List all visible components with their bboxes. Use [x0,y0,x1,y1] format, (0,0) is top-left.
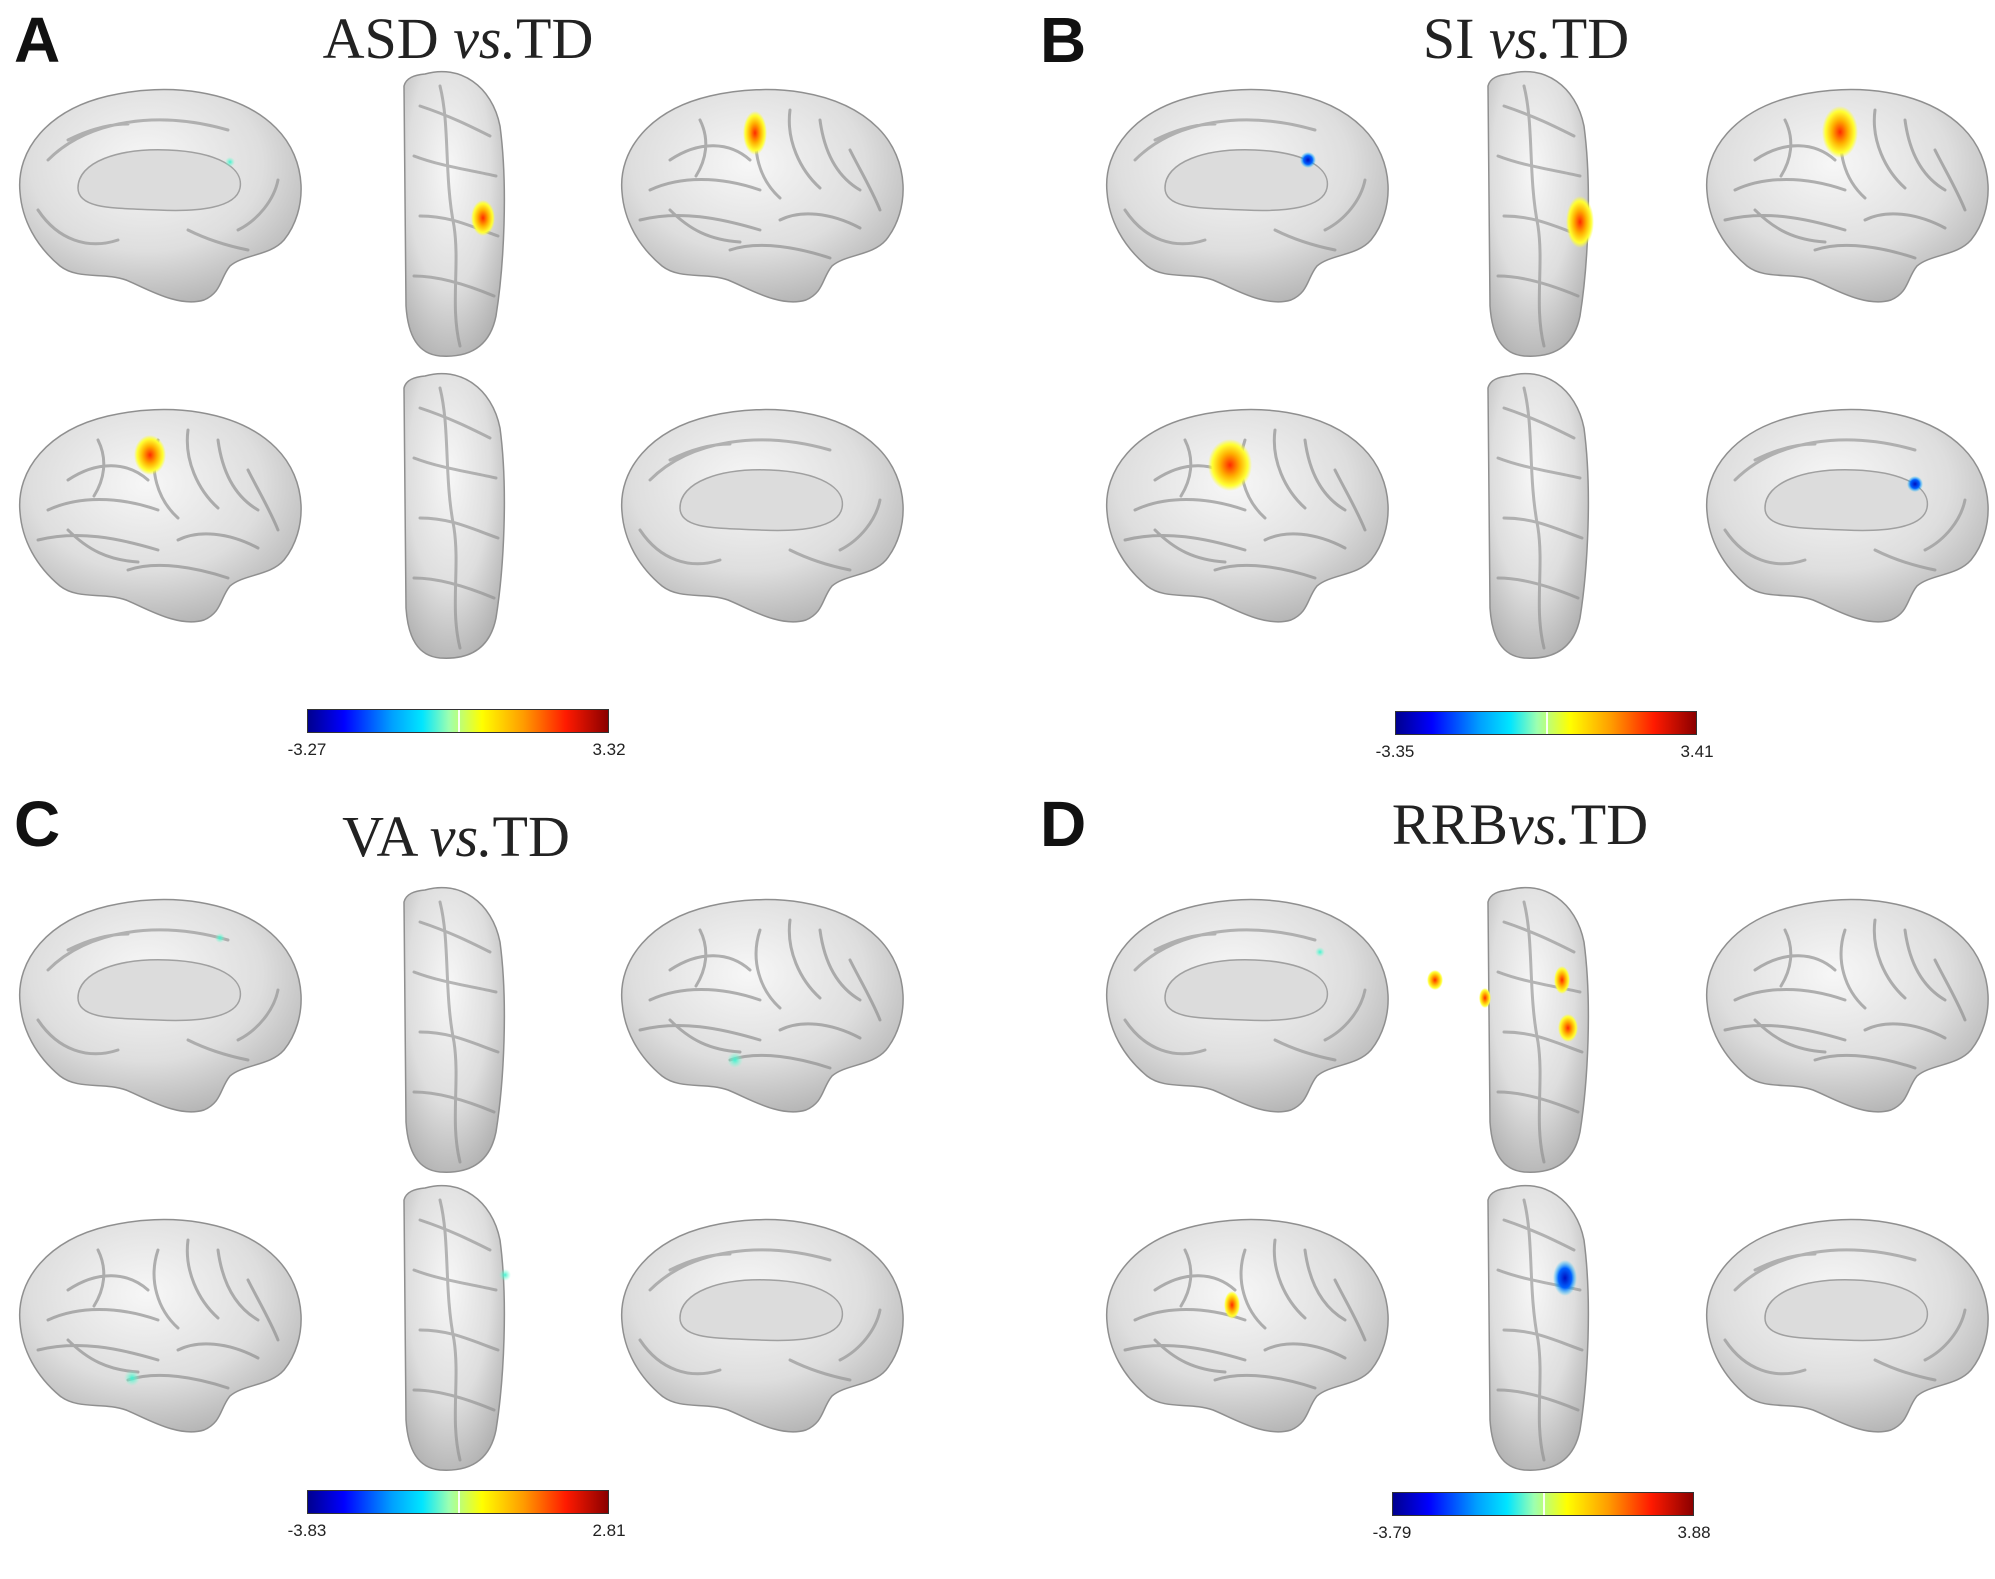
panel-a: A ASD vs.TD -3.27 3.32 [0,0,997,789]
brain-views [18,70,905,660]
colorbar-min: -3.35 [1375,742,1415,761]
colorbar-min: -3.83 [287,1521,327,1540]
panel-title: RRBvs.TD [1391,792,1649,857]
colorbar-max: 3.88 [1677,1523,1711,1542]
colorbar [307,709,609,733]
colorbar-max: 3.32 [592,740,626,759]
brain-views [18,886,905,1472]
panel-b: B SI vs.TD -3.35 3.41 [1000,0,1995,789]
colorbar [1395,711,1697,735]
panel-title: SI vs.TD [1422,6,1630,71]
panel-letter: B [1040,4,1087,76]
colorbar-min: -3.79 [1372,1523,1412,1542]
panel-d: D RRBvs.TD -3.79 3.88 [1000,790,1995,1579]
brain-views [1105,886,1990,1472]
panel-letter: D [1040,788,1087,860]
colorbar-max: 3.41 [1680,742,1714,761]
panel-title: VA vs.TD [342,804,570,869]
colorbar-min: -3.27 [287,740,327,759]
colorbar [307,1490,609,1514]
panel-letter: C [14,788,61,860]
brain-views [1105,70,1990,660]
colorbar [1392,1492,1694,1516]
panel-c: C VA vs.TD -3.83 2.81 [0,790,997,1579]
panel-title: ASD vs.TD [322,6,594,71]
colorbar-max: 2.81 [592,1521,626,1540]
panel-letter: A [14,4,61,76]
